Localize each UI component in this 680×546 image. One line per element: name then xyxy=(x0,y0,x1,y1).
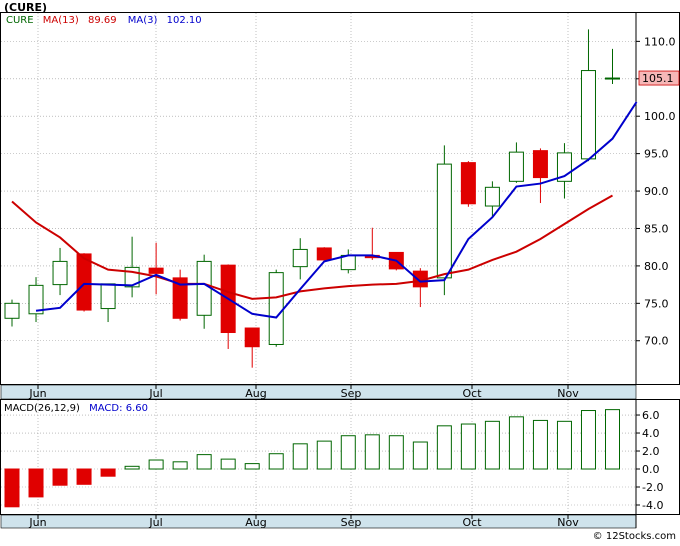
current-price-label: 105.1 xyxy=(642,72,674,85)
macd-bar xyxy=(508,416,524,470)
macd-x-tick-label: Aug xyxy=(245,516,266,529)
macd-bar xyxy=(52,468,68,486)
macd-legend: MACD(26,12,9) MACD: 6.60 xyxy=(4,403,148,414)
macd-y-tick-label: 0.0 xyxy=(642,463,660,476)
price-x-tick-label: Jun xyxy=(28,387,46,400)
macd-bar xyxy=(268,453,284,470)
macd-bar xyxy=(460,423,476,470)
macd-bar xyxy=(124,465,140,470)
ma3-legend-label: MA(3) xyxy=(127,15,158,26)
candle-body xyxy=(436,163,452,279)
macd-bar xyxy=(388,435,404,470)
price-x-axis-band xyxy=(0,384,637,400)
candle-body xyxy=(292,248,308,268)
candle-body xyxy=(52,260,68,286)
candle-body xyxy=(196,260,212,316)
candle-body xyxy=(605,77,620,80)
price-panel-frame xyxy=(0,12,680,385)
macd-bar xyxy=(436,425,452,470)
macd-bar xyxy=(292,443,308,470)
ma13-line xyxy=(11,194,613,300)
macd-bar xyxy=(220,458,236,470)
price-x-tick-label: Sep xyxy=(341,387,362,400)
macd-x-tick-label: Nov xyxy=(557,516,579,529)
macd-bar xyxy=(244,463,260,470)
macd-bar xyxy=(172,461,188,470)
macd-bar xyxy=(532,419,548,470)
macd-bar xyxy=(484,420,500,470)
candle-body xyxy=(580,70,596,160)
price-x-tick-label: Oct xyxy=(462,387,482,400)
candle-body xyxy=(316,247,332,261)
candle-body xyxy=(484,186,500,207)
macd-bar xyxy=(340,435,356,470)
symbol-legend: CURE xyxy=(6,15,34,26)
macd-legend-value: 6.60 xyxy=(125,403,148,414)
macd-y-tick-label: 6.0 xyxy=(642,409,660,422)
candle-body xyxy=(508,151,524,182)
macd-bar xyxy=(556,420,572,470)
price-x-tick-label: Nov xyxy=(557,387,579,400)
macd-bar xyxy=(580,410,596,470)
macd-y-tick-label: 4.0 xyxy=(642,427,660,440)
macd-y-tick-label: -2.0 xyxy=(642,481,663,494)
footer-credit: © 12Stocks.com xyxy=(592,531,676,542)
ma3-legend-value: 102.10 xyxy=(166,15,202,26)
macd-bar xyxy=(4,468,20,508)
macd-bar xyxy=(28,468,44,498)
candle-body xyxy=(100,283,116,310)
macd-x-tick-label: Sep xyxy=(341,516,362,529)
macd-x-axis-band xyxy=(0,514,637,529)
macd-bar xyxy=(196,454,212,470)
macd-bar xyxy=(364,434,380,470)
macd-bar xyxy=(76,468,92,485)
chart-title: (CURE) xyxy=(4,1,48,14)
current-price-tag xyxy=(638,70,680,86)
macd-x-tick-label: Jul xyxy=(148,516,162,529)
candle-body xyxy=(4,302,20,319)
macd-params: MACD(26,12,9) xyxy=(4,403,80,414)
macd-bar xyxy=(100,468,116,477)
macd-y-tick-label: 2.0 xyxy=(642,445,660,458)
price-y-tick-label: 90.0 xyxy=(644,185,669,198)
price-y-tick-label: 95.0 xyxy=(644,148,669,161)
macd-legend-label: MACD: xyxy=(89,403,123,414)
macd-bar xyxy=(316,440,332,470)
price-y-tick-label: 70.0 xyxy=(644,335,669,348)
price-y-tick-label: 85.0 xyxy=(644,222,669,235)
candle-body xyxy=(28,284,44,315)
candle-body xyxy=(532,150,548,179)
macd-panel-frame xyxy=(0,399,680,515)
macd-x-tick-label: Oct xyxy=(462,516,482,529)
macd-bar xyxy=(148,459,164,470)
price-y-tick-label: 100.0 xyxy=(644,110,676,123)
ma3-line xyxy=(35,101,638,319)
price-y-tick-label: 80.0 xyxy=(644,260,669,273)
candle-body xyxy=(460,162,476,205)
price-y-tick-label: 110.0 xyxy=(644,35,676,48)
macd-bar xyxy=(605,409,620,470)
candle-body xyxy=(268,272,284,345)
ma13-legend-value: 89.69 xyxy=(87,15,117,26)
price-x-tick-label: Aug xyxy=(245,387,266,400)
candle-body xyxy=(148,267,164,274)
price-x-tick-label: Jul xyxy=(148,387,162,400)
price-y-tick-label: 75.0 xyxy=(644,297,669,310)
macd-y-tick-label: -4.0 xyxy=(642,499,663,512)
price-legend: CURE MA(13) 89.69 MA(3) 102.10 xyxy=(6,15,202,26)
candle-body xyxy=(244,327,260,348)
ma13-legend-label: MA(13) xyxy=(42,15,79,26)
macd-x-tick-label: Jun xyxy=(28,516,46,529)
candle-body xyxy=(172,277,188,319)
candle-body xyxy=(76,253,92,311)
macd-bar xyxy=(412,441,428,470)
